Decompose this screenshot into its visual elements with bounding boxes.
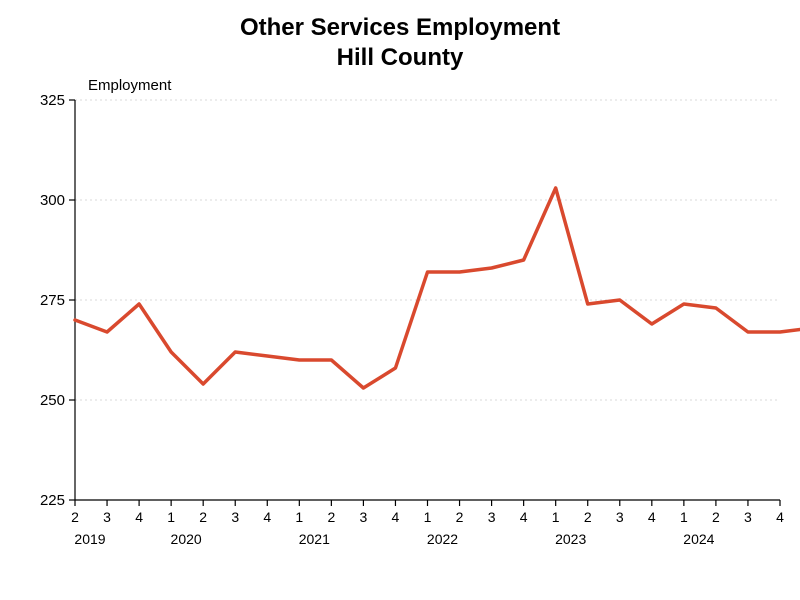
x-year-label: 2022 (427, 531, 458, 547)
x-year-label: 2020 (171, 531, 202, 547)
x-quarter-label: 4 (392, 509, 400, 525)
x-year-label: 2023 (555, 531, 586, 547)
x-quarter-label: 3 (488, 509, 496, 525)
x-quarter-label: 2 (584, 509, 592, 525)
x-quarter-label: 3 (744, 509, 752, 525)
x-quarter-label: 1 (167, 509, 175, 525)
y-tick-label: 325 (40, 92, 65, 109)
x-quarter-label: 3 (616, 509, 624, 525)
x-quarter-label: 2 (712, 509, 720, 525)
x-quarter-label: 4 (648, 509, 656, 525)
x-quarter-label: 4 (520, 509, 528, 525)
y-tick-label: 300 (40, 192, 65, 209)
x-quarter-label: 3 (231, 509, 239, 525)
x-quarter-label: 4 (776, 509, 784, 525)
x-year-label: 2024 (683, 531, 714, 547)
y-tick-label: 250 (40, 392, 65, 409)
x-year-label: 2021 (299, 531, 330, 547)
x-quarter-label: 1 (680, 509, 688, 525)
x-quarter-label: 1 (552, 509, 560, 525)
x-quarter-label: 2 (327, 509, 335, 525)
x-quarter-label: 3 (103, 509, 111, 525)
x-quarter-label: 1 (424, 509, 432, 525)
x-quarter-label: 4 (263, 509, 271, 525)
y-tick-label: 225 (40, 492, 65, 509)
x-quarter-label: 2 (456, 509, 464, 525)
x-quarter-label: 2 (199, 509, 207, 525)
x-quarter-label: 1 (295, 509, 303, 525)
x-quarter-label: 4 (135, 509, 143, 525)
x-year-label: 2019 (74, 531, 105, 547)
y-tick-label: 275 (40, 292, 65, 309)
employment-chart: Other Services Employment Hill County Em… (0, 0, 800, 600)
x-quarter-label: 3 (360, 509, 368, 525)
x-quarter-label: 2 (71, 509, 79, 525)
chart-svg: 225 250 275 300 325 2 3 4 1 2 3 4 1 2 3 4 1 2 3 4 1 2 3 4 1 2 3 4 20… (0, 0, 800, 600)
